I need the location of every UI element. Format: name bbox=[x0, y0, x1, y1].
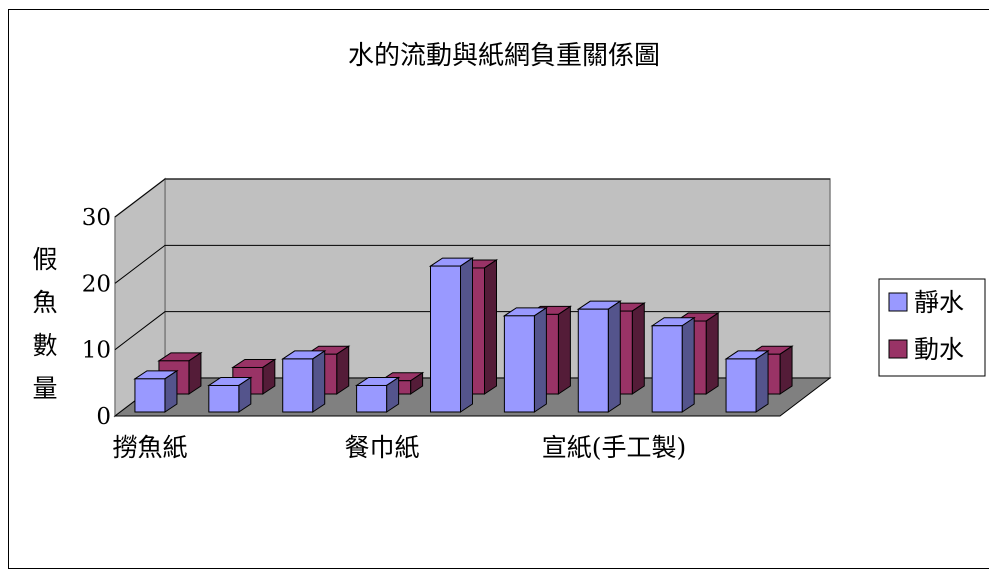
bar-front bbox=[208, 384, 240, 413]
bar-side bbox=[631, 302, 645, 395]
bar-still bbox=[207, 376, 253, 413]
bar-side bbox=[336, 345, 350, 395]
bar-side bbox=[755, 349, 769, 413]
legend-swatch bbox=[888, 339, 908, 359]
bar-still bbox=[354, 376, 401, 413]
back-wall bbox=[164, 178, 831, 379]
y-label-char: 數 bbox=[32, 331, 57, 360]
x-axis-categories: 撈魚紙 餐巾紙 宣紙(手工製) bbox=[112, 433, 686, 462]
bar-side bbox=[681, 316, 695, 413]
gridline bbox=[114, 178, 830, 218]
bar-side bbox=[460, 257, 473, 413]
category-label: 撈魚紙 bbox=[112, 433, 187, 462]
category-label: 餐巾紙 bbox=[344, 433, 419, 462]
y-tick-label: 30 bbox=[82, 205, 111, 231]
bar-still bbox=[502, 306, 549, 413]
bars bbox=[133, 257, 794, 413]
category-label: 宣紙(手工製) bbox=[542, 433, 687, 462]
bar-front bbox=[725, 358, 757, 413]
bar-front bbox=[282, 358, 314, 413]
bar-front bbox=[503, 315, 535, 413]
bar-side bbox=[312, 349, 326, 413]
bar-side bbox=[779, 345, 793, 395]
bar-side bbox=[557, 305, 571, 395]
bar-front bbox=[651, 325, 683, 413]
bar-still bbox=[428, 257, 475, 413]
bar-still bbox=[133, 369, 179, 413]
bar-front bbox=[134, 378, 166, 413]
bar-still bbox=[576, 300, 622, 413]
bar-front bbox=[430, 265, 461, 413]
bar-still bbox=[281, 349, 327, 413]
chart-title: 水的流動與紙網負重關係圖 bbox=[348, 41, 660, 71]
bar-front bbox=[577, 308, 609, 413]
bar-side bbox=[484, 259, 497, 395]
gridline bbox=[114, 244, 830, 284]
y-tick-label: 20 bbox=[82, 271, 111, 297]
y-label-char: 量 bbox=[32, 374, 57, 403]
y-label-char: 假 bbox=[32, 245, 57, 274]
bar-side bbox=[533, 306, 547, 413]
bar-still bbox=[724, 349, 770, 413]
y-axis-ticks: 0 10 20 30 bbox=[82, 205, 111, 430]
legend-label: 靜水 bbox=[914, 288, 964, 317]
bar-still bbox=[650, 316, 696, 413]
legend-swatch bbox=[888, 292, 908, 312]
bar-side bbox=[705, 312, 719, 395]
bar-side bbox=[607, 300, 621, 413]
bar-front bbox=[356, 384, 388, 413]
y-label-char: 魚 bbox=[32, 288, 57, 317]
legend-label: 動水 bbox=[914, 335, 964, 364]
y-tick-label: 0 bbox=[96, 404, 111, 430]
y-tick-label: 10 bbox=[82, 338, 111, 364]
